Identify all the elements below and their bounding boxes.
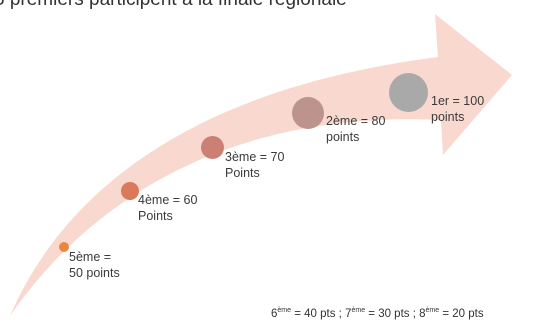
rank-1-dot (389, 73, 428, 112)
rank-1-label: 1er = 100 points (431, 94, 485, 124)
other-ranks-note: 6ème = 40 pts ; 7ème = 30 pts ; 8ème = 2… (271, 307, 484, 320)
rank-2-label: 2ème = 80 points (326, 114, 386, 144)
arrow-shape (10, 14, 512, 316)
rank-4-label: 4ème = 60 Points (138, 193, 198, 223)
rank-4-dot (121, 182, 139, 200)
rank-3-dot (201, 136, 224, 159)
page-title: 5 premiers participent à la finale régio… (0, 0, 347, 11)
rank-5-label: 5ème = 50 points (69, 250, 120, 280)
rank-2-dot (292, 97, 324, 129)
rank-3-label: 3ème = 70 Points (225, 150, 285, 180)
rank-5-dot (59, 242, 69, 252)
